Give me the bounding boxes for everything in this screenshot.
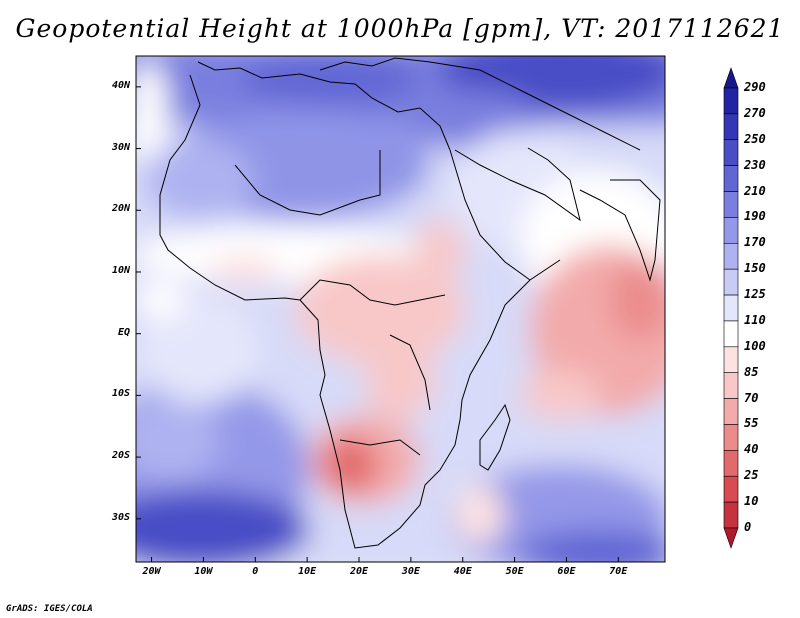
colorbar-swatch	[723, 450, 739, 477]
height-field	[136, 56, 665, 562]
colorbar-level-label: 190	[744, 209, 766, 224]
lon-label: 20E	[349, 566, 369, 577]
colorbar-top-arrow	[723, 67, 739, 89]
lon-label: 0	[252, 566, 259, 577]
lat-label: 10S	[111, 388, 130, 400]
colorbar-swatch	[723, 113, 739, 141]
colorbar-swatch	[723, 268, 739, 296]
lon-label: 10E	[298, 566, 317, 577]
colorbar-level-label: 230	[744, 157, 766, 172]
colorbar-level-label: 0	[744, 520, 752, 534]
colorbar-level-label: 110	[744, 312, 766, 327]
colorbar-swatch	[723, 475, 739, 503]
lon-label: 20W	[142, 566, 161, 577]
colorbar-swatch	[723, 320, 739, 348]
colorbar-level-label: 125	[744, 287, 766, 302]
colorbar-level-label: 170	[744, 235, 766, 250]
lat-label: 20S	[111, 450, 130, 462]
colorbar-swatch	[723, 372, 739, 399]
colorbar-level-label: 250	[744, 131, 766, 146]
colorbar-swatch	[723, 242, 739, 270]
credit-text: GrADS: IGES/COLA	[6, 604, 93, 614]
lon-label: 40E	[453, 566, 472, 577]
lat-label: 20N	[111, 203, 130, 215]
colorbar-swatch	[723, 294, 739, 322]
colorbar-swatch	[723, 346, 739, 374]
colorbar-level-label: 10	[744, 494, 759, 509]
colorbar-level-label: 270	[744, 105, 766, 120]
coastlines	[159, 57, 661, 549]
lat-label: 30N	[111, 141, 130, 153]
colorbar-swatch	[723, 191, 739, 218]
lon-label: 50E	[505, 566, 524, 577]
colorbar-level-label: 25	[744, 468, 759, 483]
lat-label: 30S	[111, 511, 130, 523]
colorbar-swatch	[723, 424, 739, 451]
lon-label: 10W	[194, 566, 213, 577]
colorbar-swatch	[723, 87, 739, 115]
colorbar-bottom-arrow	[723, 527, 739, 549]
colorbar-swatch	[723, 165, 739, 192]
plot-frame	[135, 55, 666, 563]
colorbar-level-label: 100	[744, 338, 766, 353]
map-title: Geopotential Height at 1000hPa [gpm], VT…	[15, 14, 785, 43]
axis-ticks	[136, 86, 619, 562]
colorbar-level-label: 150	[744, 261, 766, 276]
lat-label: 10N	[111, 264, 130, 276]
colorbar-swatch	[723, 139, 739, 166]
colorbar-level-label: 210	[744, 183, 766, 198]
lon-label: 60E	[557, 566, 576, 577]
lon-label: 70E	[609, 566, 628, 577]
lon-label: 30E	[401, 566, 420, 577]
colorbar-level-label: 70	[744, 390, 759, 405]
colorbar-level-label: 55	[744, 416, 759, 431]
lat-label: 40N	[111, 79, 130, 91]
colorbar	[723, 67, 739, 549]
colorbar-swatch	[723, 217, 739, 244]
colorbar-level-label: 40	[744, 442, 759, 457]
colorbar-level-label: 290	[744, 80, 766, 94]
lat-label: EQ	[117, 326, 130, 338]
colorbar-swatch	[723, 398, 739, 425]
colorbar-level-label: 85	[744, 364, 759, 379]
colorbar-swatch	[723, 501, 739, 529]
